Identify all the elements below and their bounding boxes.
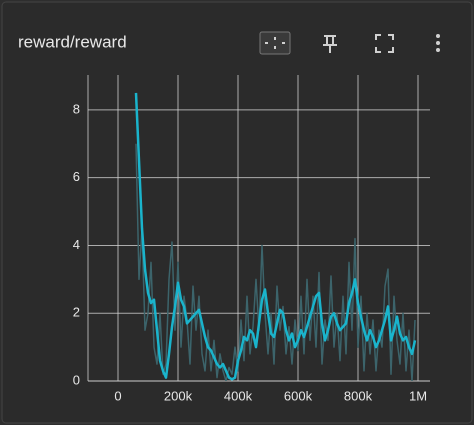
y-tick-label: 6 xyxy=(73,169,80,184)
series-line xyxy=(134,92,417,381)
x-tick-label: 0 xyxy=(114,388,121,403)
x-tick-label: 200k xyxy=(164,388,193,403)
y-tick-label: 0 xyxy=(73,372,80,387)
y-tick-label: 8 xyxy=(73,101,80,116)
x-tick-label: 800k xyxy=(344,388,373,403)
y-tick-label: 2 xyxy=(73,305,80,320)
fit-icon[interactable] xyxy=(259,31,291,55)
x-tick-label: 600k xyxy=(284,388,313,403)
menu-icon[interactable] xyxy=(436,34,440,52)
x-tick-label: 1M xyxy=(409,388,427,403)
y-tick-label: 4 xyxy=(73,237,80,252)
x-tick-label: 400k xyxy=(224,388,253,403)
fullscreen-icon[interactable] xyxy=(375,34,394,53)
pin-icon[interactable] xyxy=(323,35,337,53)
chart-title: reward/reward xyxy=(18,32,127,51)
